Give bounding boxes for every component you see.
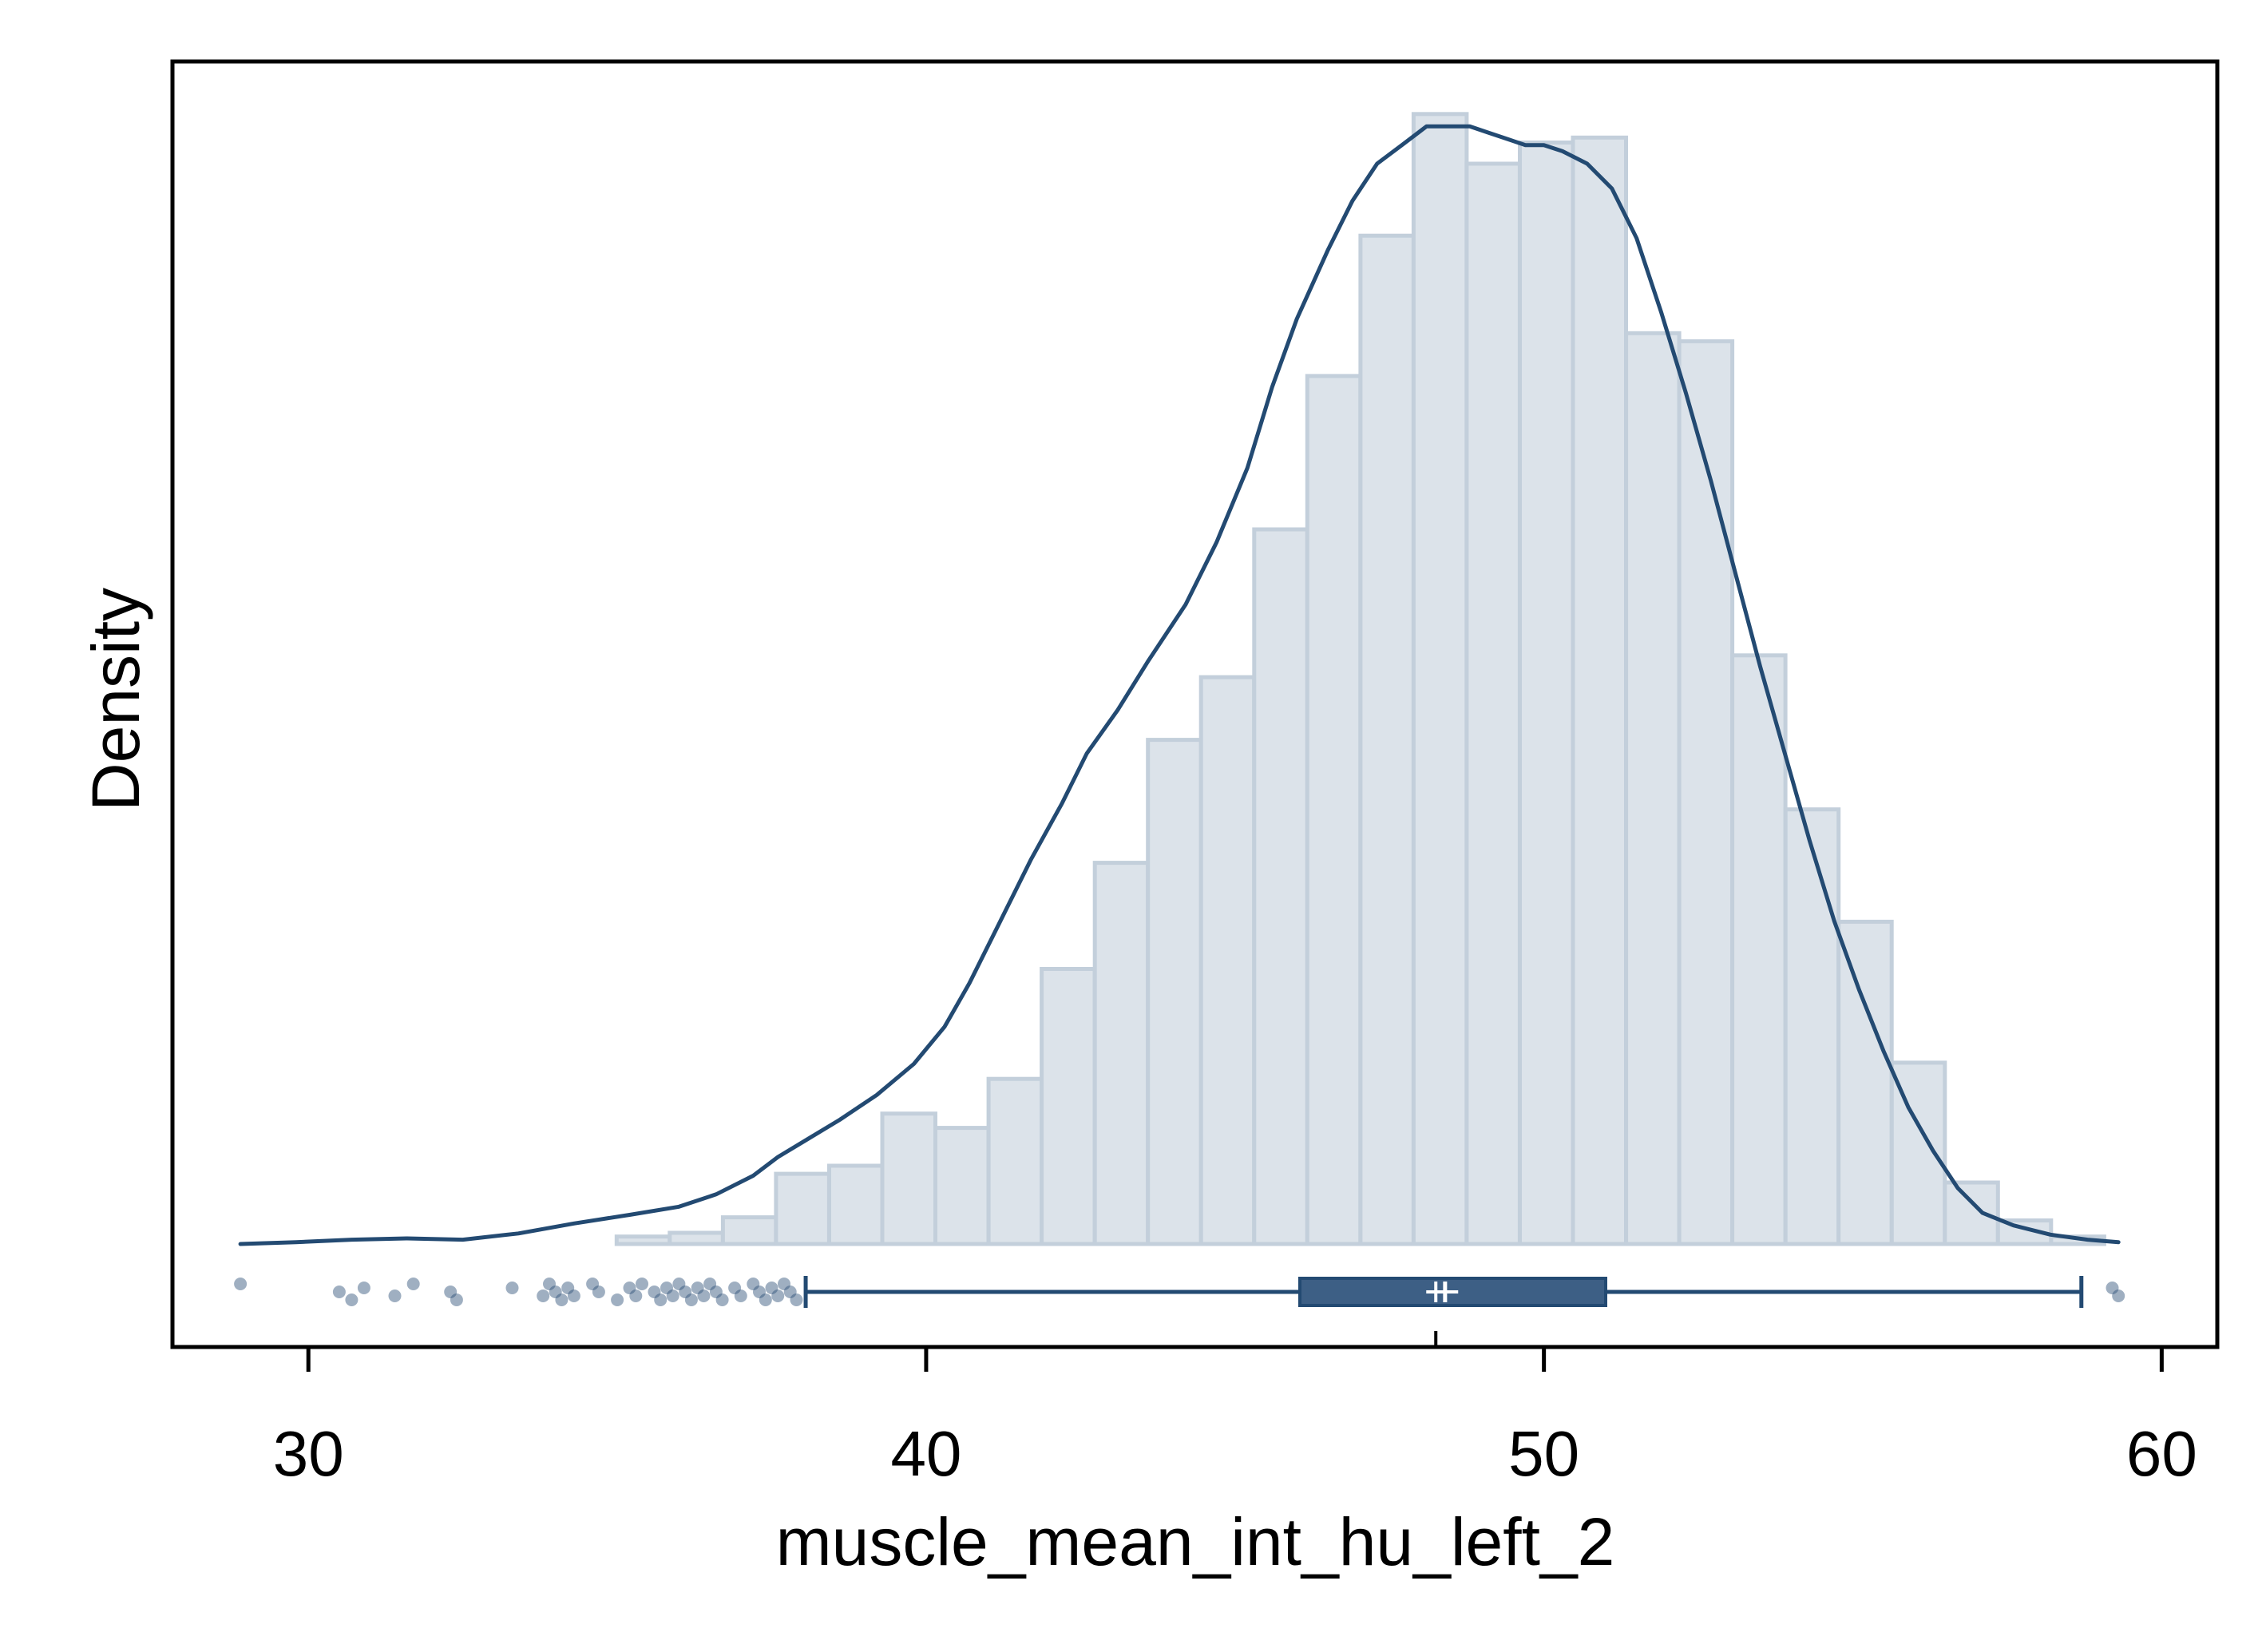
outlier-point: [444, 1286, 458, 1298]
histogram-bar: [1464, 161, 1522, 1246]
outlier-point: [747, 1278, 760, 1290]
histogram-bar: [774, 1171, 831, 1246]
x-tick-label: 50: [1508, 1418, 1579, 1489]
histogram-bar: [1305, 374, 1363, 1246]
outlier-point: [778, 1278, 790, 1290]
outlier-point: [759, 1293, 772, 1306]
x-tick-label: 60: [2126, 1418, 2197, 1489]
histogram-bar: [1252, 527, 1309, 1246]
outlier-point: [715, 1293, 729, 1306]
outlier-point: [406, 1278, 420, 1290]
histogram-bar: [1411, 112, 1469, 1246]
x-tick-label: 40: [890, 1418, 961, 1489]
outlier-point: [672, 1278, 686, 1290]
histogram-bar: [933, 1126, 991, 1246]
outlier-point: [697, 1290, 711, 1302]
y-axis-title: Density: [78, 588, 153, 811]
histogram-bar: [1571, 135, 1628, 1246]
x-axis-ticks: 30 40 50 60: [273, 1347, 2197, 1489]
outlier-point: [623, 1282, 636, 1294]
outlier-point: [2106, 1282, 2119, 1294]
outlier-point: [357, 1282, 370, 1294]
outlier-point: [709, 1286, 723, 1298]
outlier-point: [2112, 1290, 2125, 1302]
outlier-point: [648, 1286, 661, 1298]
outlier-point: [654, 1293, 668, 1306]
outlier-point: [561, 1282, 575, 1294]
histogram-bar: [668, 1230, 725, 1246]
outlier-point: [691, 1282, 704, 1294]
outlier-point: [567, 1290, 580, 1302]
histogram-bar: [1146, 738, 1203, 1246]
histogram-bar: [880, 1111, 937, 1246]
outlier-point: [790, 1293, 803, 1306]
outlier-point: [679, 1286, 692, 1298]
outlier-point: [543, 1278, 556, 1290]
histogram-bar: [1677, 339, 1735, 1246]
histogram-bar: [1730, 653, 1788, 1246]
outlier-point: [771, 1290, 785, 1302]
outlier-point: [332, 1286, 346, 1298]
histogram-bar: [986, 1076, 1044, 1246]
outlier-point: [684, 1293, 698, 1306]
histogram-bar: [1040, 967, 1097, 1246]
outlier-point: [234, 1278, 248, 1290]
outlier-point: [537, 1290, 550, 1302]
outlier-point: [450, 1293, 463, 1306]
histogram-bar: [1624, 331, 1682, 1246]
histogram-bar: [1198, 675, 1257, 1246]
histogram-bar: [614, 1234, 672, 1246]
histogram-bar: [1943, 1180, 2000, 1246]
outlier-point: [703, 1278, 717, 1290]
histogram-bar: [1092, 861, 1151, 1246]
density-curve: [238, 124, 2121, 1246]
outlier-point: [660, 1282, 673, 1294]
outlier-point: [345, 1293, 359, 1306]
outlier-point: [734, 1290, 747, 1302]
histogram-bar: [720, 1215, 778, 1246]
histogram-bar: [1836, 919, 1894, 1246]
outlier-point: [611, 1293, 624, 1306]
outlier-point: [586, 1278, 600, 1290]
x-axis-title: muscle_mean_int_hu_left_2: [776, 1504, 1615, 1579]
outlier-point: [592, 1286, 605, 1298]
outlier-point: [636, 1278, 648, 1290]
histogram-bar: [827, 1163, 885, 1246]
histogram-bar: [1783, 807, 1841, 1246]
box-plot: [234, 1276, 2125, 1347]
histogram-bar: [1518, 141, 1575, 1246]
outlier-point: [728, 1282, 742, 1294]
histogram-bars: [614, 112, 2106, 1246]
outlier-point: [765, 1282, 778, 1294]
x-tick-label: 30: [273, 1418, 344, 1489]
outlier-point: [783, 1286, 797, 1298]
outlier-point: [549, 1286, 562, 1298]
outlier-point: [555, 1293, 568, 1306]
outlier-point: [505, 1282, 519, 1294]
outlier-point: [629, 1290, 643, 1302]
outlier-point: [666, 1290, 679, 1302]
outlier-point: [753, 1286, 766, 1298]
outlier-point: [388, 1290, 402, 1302]
histogram-bar: [1358, 233, 1416, 1246]
